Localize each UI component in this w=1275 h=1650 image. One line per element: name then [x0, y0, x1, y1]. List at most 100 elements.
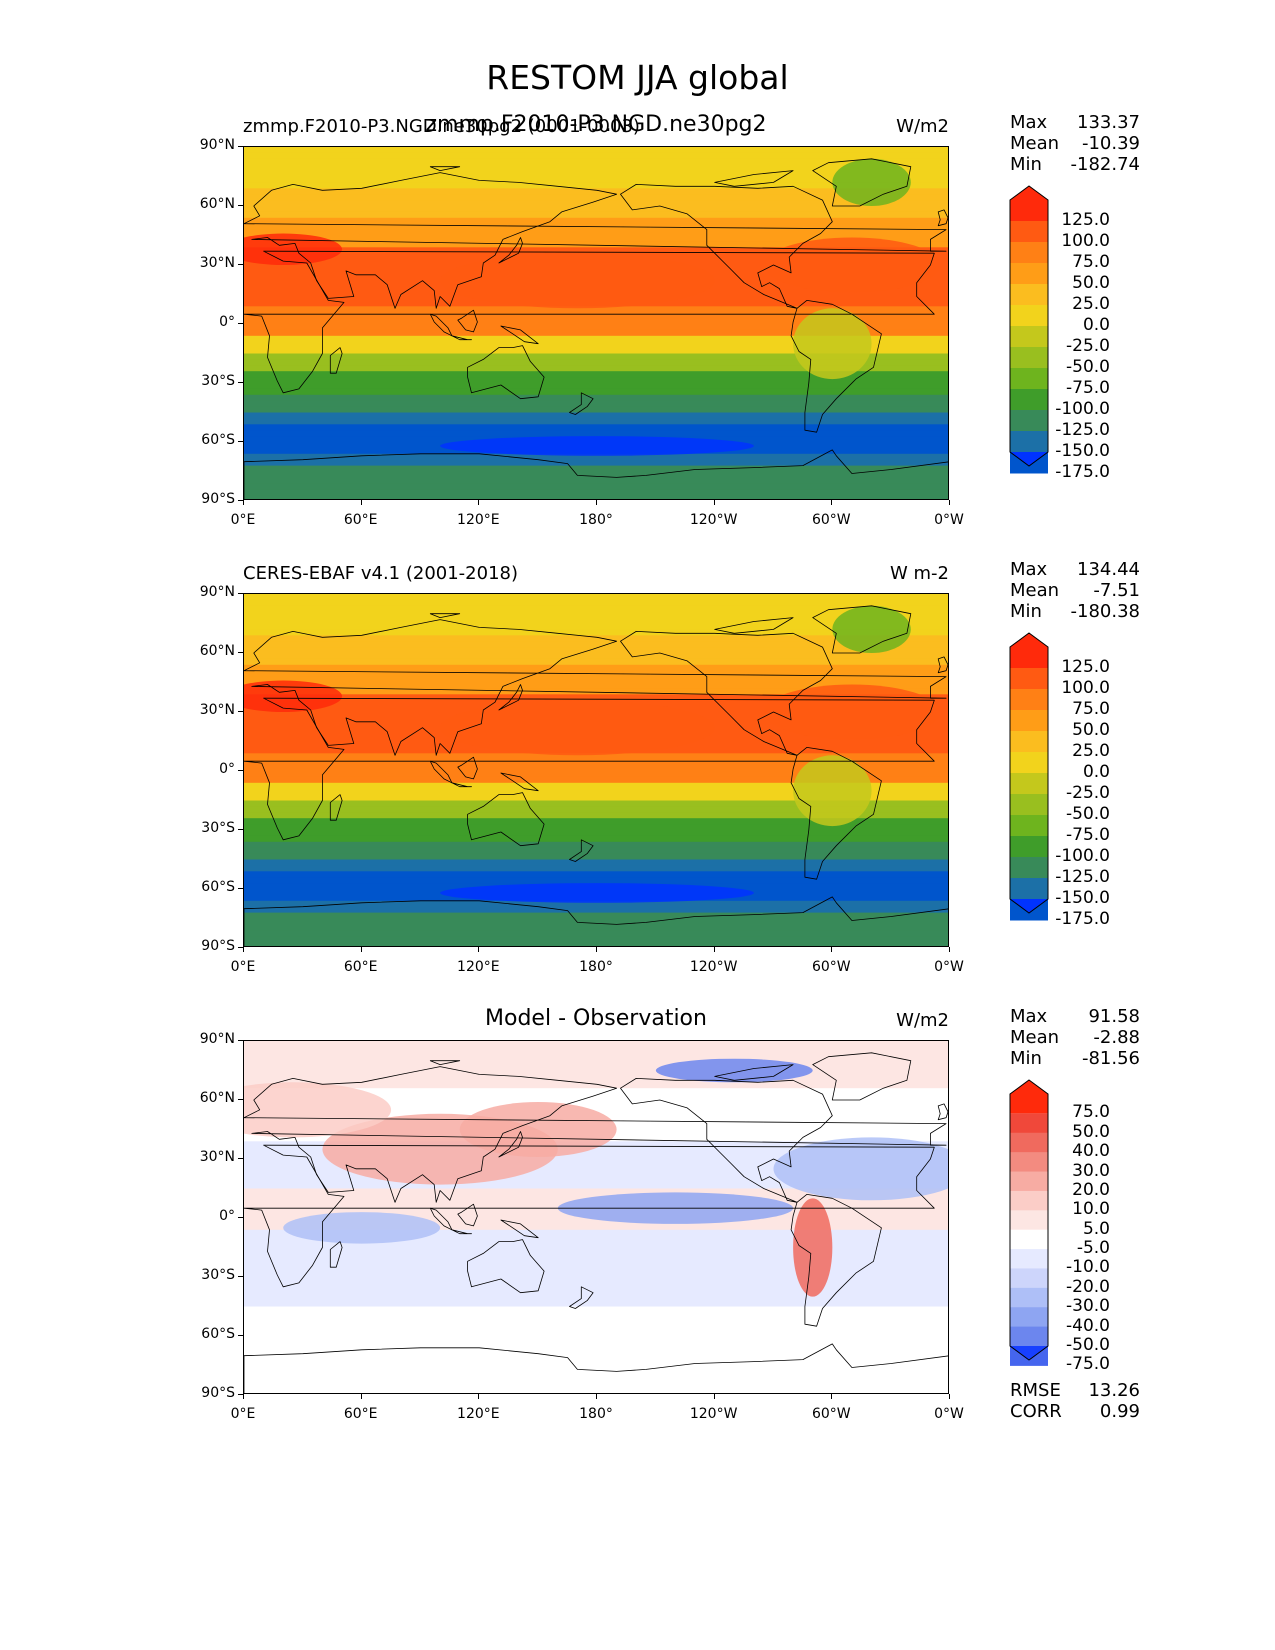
field-band [244, 217, 948, 225]
colorbar-segment [1010, 1113, 1048, 1134]
coastline [812, 605, 912, 654]
colorbar-level-label: 30.0 [1072, 1160, 1110, 1181]
colorbar-level-label: 75.0 [1072, 1102, 1110, 1123]
field-band [244, 1100, 948, 1107]
colorbar-extend-top [1010, 186, 1048, 200]
coastline [937, 1103, 948, 1121]
colorbar-level-label: 100.0 [1061, 231, 1110, 251]
x-tick-label: 60°W [811, 1406, 851, 1422]
field-band [244, 247, 948, 254]
y-tick-mark [238, 382, 243, 383]
field-band [244, 176, 948, 183]
field-band [244, 1153, 948, 1160]
colorbar-segment [1010, 731, 1048, 753]
colorbar-level-label: 5.0 [1082, 1218, 1110, 1239]
field-band [244, 1218, 948, 1225]
stat-max: Max 91.58 [1010, 1006, 1140, 1027]
field-band [244, 471, 948, 478]
x-tick-label: 120°W [689, 512, 738, 528]
panel-units: W m-2 [889, 563, 949, 584]
colorbar-level-label: 0.0 [1082, 762, 1110, 782]
y-tick-label: 90°N [199, 137, 235, 153]
coastline [937, 656, 948, 674]
colorbar-extend-top [1010, 633, 1048, 647]
stat-label: Max [1010, 1006, 1048, 1027]
field-band [244, 406, 948, 413]
panel-units: W/m2 [896, 1010, 949, 1031]
coastline [498, 237, 523, 264]
x-tick-label: 0°E [230, 512, 256, 528]
y-tick-label: 90°S [201, 1385, 235, 1401]
coastline [569, 839, 594, 862]
y-tick-label: 60°N [199, 643, 235, 659]
field-band [244, 853, 948, 860]
field-band [244, 170, 948, 177]
colorbar-segment [1010, 326, 1048, 348]
field-band [244, 359, 948, 366]
field-band [244, 1182, 948, 1189]
stat-label: Max [1010, 559, 1048, 580]
contour-map [244, 147, 948, 499]
colorbar [1009, 185, 1049, 474]
x-tick-label: 0°E [230, 1406, 256, 1422]
field-feature [244, 680, 343, 712]
colorbar-level-label: 50.0 [1072, 273, 1110, 293]
y-tick-label: 0° [219, 314, 235, 330]
field-band [244, 794, 948, 801]
field-band [244, 495, 948, 499]
y-tick-mark [238, 1276, 243, 1277]
field-band [244, 771, 948, 778]
colorbar-segment [1010, 347, 1048, 369]
x-tick-mark [243, 500, 244, 505]
coastline [498, 684, 523, 711]
field-feature [440, 253, 715, 309]
coastline [467, 1239, 545, 1294]
x-tick-mark [243, 1394, 244, 1399]
colorbar-segment [1010, 1307, 1048, 1328]
stat-label: RMSE [1010, 1380, 1061, 1401]
coastline [244, 697, 935, 841]
coastline [451, 782, 472, 788]
field-band [244, 1070, 948, 1077]
y-tick-label: 30°S [201, 373, 235, 389]
field-band [244, 188, 948, 195]
y-tick-mark [238, 500, 243, 501]
field-band [244, 1041, 948, 1048]
colorbar-level-label: 125.0 [1061, 210, 1110, 230]
colorbar-segment [1010, 1171, 1048, 1192]
field-band [244, 465, 948, 472]
x-tick-mark [831, 500, 833, 505]
field-band [244, 1082, 948, 1089]
colorbar-level-label: -50.0 [1066, 804, 1110, 824]
y-tick-mark [238, 264, 243, 265]
colorbar-segment [1010, 1268, 1048, 1289]
coastline [937, 209, 948, 227]
colorbar-segment [1010, 263, 1048, 285]
x-tick-label: 120°W [689, 1406, 738, 1422]
x-tick-label: 180° [579, 959, 613, 975]
x-tick-label: 120°E [457, 512, 500, 528]
colorbar-level-label: -25.0 [1066, 783, 1110, 803]
x-tick-mark [478, 947, 480, 952]
field-band [244, 483, 948, 490]
field-band [244, 906, 948, 914]
stat-rmse: RMSE 13.26 [1010, 1380, 1140, 1401]
stat-value: 13.26 [1088, 1380, 1140, 1401]
y-tick-label: 60°N [199, 196, 235, 212]
field-band [244, 1223, 948, 1231]
colorbar-level-label: 50.0 [1072, 720, 1110, 740]
field-band [244, 1336, 948, 1343]
colorbar-segment [1010, 646, 1048, 668]
colorbar-level-label: -10.0 [1066, 1257, 1110, 1278]
y-tick-label: 0° [219, 1208, 235, 1224]
field-band [244, 1076, 948, 1083]
colorbar-extend-bottom [1010, 899, 1048, 913]
y-tick-label: 60°S [201, 1326, 235, 1342]
coastline [500, 1219, 539, 1239]
panel-title-left: CERES-EBAF v4.1 (2001-2018) [243, 563, 519, 584]
field-band [244, 1330, 948, 1337]
field-band [244, 936, 948, 943]
colorbar-segment [1010, 284, 1048, 306]
coastline [714, 1064, 794, 1081]
stat-label: Mean [1010, 580, 1060, 601]
